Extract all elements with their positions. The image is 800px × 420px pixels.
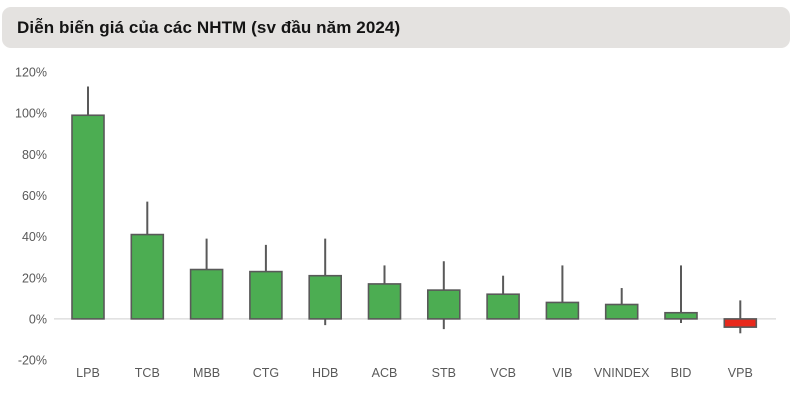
x-axis-label-vcb: VCB: [490, 366, 516, 380]
x-axis-label-vnindex: VNINDEX: [594, 366, 650, 380]
y-axis-tick-label: 0%: [29, 312, 47, 326]
candle-body-ctg: [249, 270, 283, 320]
candle-body-bid: [664, 311, 698, 320]
candle-body-vib: [545, 301, 580, 320]
y-axis-tick-label: -20%: [18, 354, 47, 368]
x-axis-label-ctg: CTG: [253, 366, 279, 380]
candle-body-vnindex: [604, 303, 639, 320]
chart-title: Diễn biến giá của các NHTM (sv đầu năm 2…: [17, 17, 401, 37]
y-axis-tick-label: 40%: [22, 230, 47, 244]
y-axis-tick-label: 80%: [22, 148, 47, 162]
candle-body-tcb: [130, 233, 165, 320]
y-axis-tick-label: 100%: [15, 107, 47, 121]
x-axis-label-lpb: LPB: [76, 366, 100, 380]
x-axis-label-stb: STB: [432, 366, 456, 380]
y-axis-tick-label: 60%: [22, 189, 47, 203]
y-axis-tick-label: 20%: [22, 271, 47, 285]
candle-body-acb: [367, 283, 402, 320]
x-axis-label-mbb: MBB: [193, 366, 220, 380]
candle-body-mbb: [189, 268, 224, 320]
candle-body-vcb: [486, 293, 520, 320]
candle-body-lpb: [71, 114, 105, 320]
x-axis-label-hdb: HDB: [312, 366, 338, 380]
x-axis-label-vib: VIB: [552, 366, 572, 380]
x-axis-label-bid: BID: [671, 366, 692, 380]
candle-body-stb: [426, 289, 461, 320]
x-axis-label-acb: ACB: [372, 366, 398, 380]
candle-body-vpb: [723, 318, 758, 328]
y-axis-tick-label: 120%: [15, 66, 47, 80]
chart-title-banner: Diễn biến giá của các NHTM (sv đầu năm 2…: [2, 7, 790, 48]
candle-body-hdb: [308, 274, 343, 320]
x-axis-label-vpb: VPB: [728, 366, 753, 380]
x-axis-label-tcb: TCB: [135, 366, 160, 380]
